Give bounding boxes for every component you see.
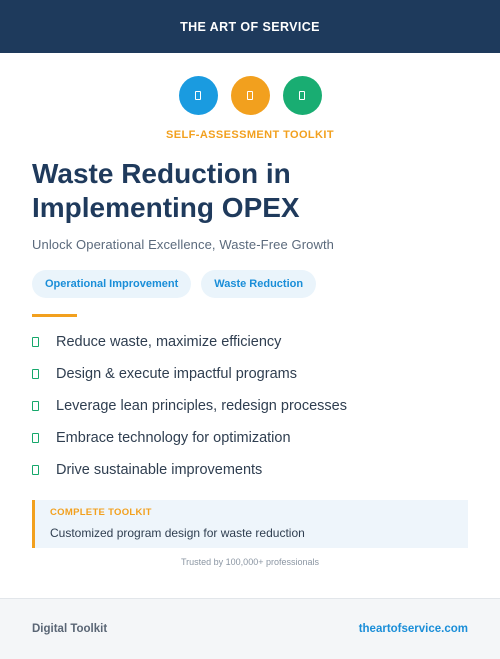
check-icon [32, 337, 39, 347]
page-subtitle: Unlock Operational Excellence, Waste-Fre… [32, 237, 334, 252]
toolkit-callout: COMPLETE TOOLKIT Customized program desi… [32, 500, 468, 548]
footer-label: Digital Toolkit [32, 623, 108, 635]
callout-text: Customized program design for waste redu… [50, 526, 305, 540]
tag-list: Operational Improvement Waste Reduction [32, 270, 317, 298]
benefit-list: Reduce waste, maximize efficiency Design… [32, 332, 472, 492]
icon-row [0, 76, 500, 115]
list-item-text: Design & execute impactful programs [56, 366, 297, 382]
trust-line: Trusted by 100,000+ professionals [180, 557, 319, 567]
list-item-text: Reduce waste, maximize efficiency [56, 334, 282, 350]
tag-operational-improvement[interactable]: Operational Improvement [32, 270, 192, 298]
tag-waste-reduction[interactable]: Waste Reduction [201, 270, 317, 298]
footer-bar: Digital Toolkit theartofservice.com [0, 598, 500, 659]
list-item: Reduce waste, maximize efficiency [32, 332, 472, 364]
check-icon [32, 433, 39, 443]
page-title: Waste Reduction in Implementing OPEX [32, 158, 300, 223]
list-item-text: Embrace technology for optimization [56, 430, 291, 446]
green-badge-icon [282, 76, 322, 115]
blue-badge-icon [178, 76, 218, 115]
brand-name: THE ART OF SERVICE [180, 19, 320, 34]
callout-label: COMPLETE TOOLKIT [50, 507, 152, 518]
list-item: Drive sustainable improvements [32, 460, 472, 492]
website-link[interactable]: theartofservice.com [358, 623, 468, 635]
toolkit-kicker: SELF-ASSESSMENT TOOLKIT [166, 129, 334, 141]
list-item: Embrace technology for optimization [32, 428, 472, 460]
list-item-text: Leverage lean principles, redesign proce… [56, 398, 347, 414]
orange-badge-icon [230, 76, 270, 115]
check-icon [32, 401, 39, 411]
accent-divider [32, 314, 77, 317]
list-item: Leverage lean principles, redesign proce… [32, 396, 472, 428]
header-bar: THE ART OF SERVICE [0, 0, 500, 53]
list-item: Design & execute impactful programs [32, 364, 472, 396]
check-icon [32, 369, 39, 379]
check-icon [32, 465, 39, 475]
list-item-text: Drive sustainable improvements [56, 462, 263, 478]
